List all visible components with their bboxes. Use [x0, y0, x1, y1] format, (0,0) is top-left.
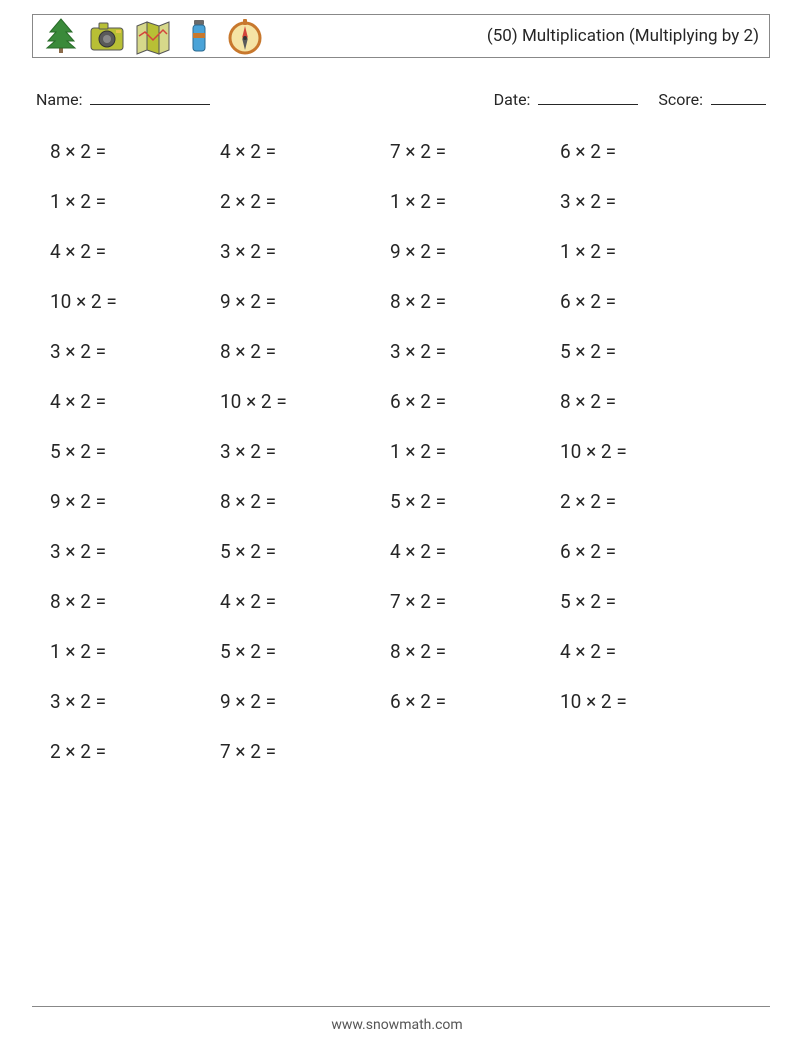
- problems-row: 4 × 2 =10 × 2 =6 × 2 =8 × 2 =: [50, 390, 730, 413]
- map-icon: [133, 16, 173, 56]
- problem-cell: 3 × 2 =: [50, 690, 220, 713]
- problem-cell: 4 × 2 =: [220, 140, 390, 163]
- problems-row: 5 × 2 =3 × 2 =1 × 2 =10 × 2 =: [50, 440, 730, 463]
- worksheet-page: (50) Multiplication (Multiplying by 2) N…: [0, 0, 794, 1053]
- date-label-text: Date:: [494, 90, 531, 109]
- info-line: Name: Date: Score:: [36, 90, 766, 109]
- problem-cell: 6 × 2 =: [560, 540, 730, 563]
- problems-row: 2 × 2 =7 × 2 =: [50, 740, 730, 763]
- problem-cell: 8 × 2 =: [50, 590, 220, 613]
- problems-row: 1 × 2 =5 × 2 =8 × 2 =4 × 2 =: [50, 640, 730, 663]
- problem-cell: 2 × 2 =: [560, 490, 730, 513]
- problem-cell: 5 × 2 =: [50, 440, 220, 463]
- problem-cell: 4 × 2 =: [390, 540, 560, 563]
- tree-icon: [41, 16, 81, 56]
- problems-row: 8 × 2 =4 × 2 =7 × 2 =6 × 2 =: [50, 140, 730, 163]
- problem-cell: 10 × 2 =: [560, 690, 730, 713]
- problem-cell: 4 × 2 =: [50, 240, 220, 263]
- problems-row: 1 × 2 =2 × 2 =1 × 2 =3 × 2 =: [50, 190, 730, 213]
- problem-cell: 6 × 2 =: [390, 390, 560, 413]
- problem-cell: 10 × 2 =: [220, 390, 390, 413]
- problem-cell: 3 × 2 =: [50, 340, 220, 363]
- name-blank[interactable]: [90, 90, 210, 105]
- problem-cell: 5 × 2 =: [560, 590, 730, 613]
- problem-cell: 1 × 2 =: [390, 190, 560, 213]
- problem-cell: 6 × 2 =: [390, 690, 560, 713]
- name-label: Name:: [36, 90, 210, 109]
- problem-cell: 8 × 2 =: [390, 640, 560, 663]
- problem-cell: 6 × 2 =: [560, 140, 730, 163]
- problems-row: 3 × 2 =5 × 2 =4 × 2 =6 × 2 =: [50, 540, 730, 563]
- problem-cell: 3 × 2 =: [50, 540, 220, 563]
- problem-cell: 7 × 2 =: [390, 590, 560, 613]
- problem-cell: 4 × 2 =: [560, 640, 730, 663]
- problem-cell: 5 × 2 =: [220, 540, 390, 563]
- problems-row: 9 × 2 =8 × 2 =5 × 2 =2 × 2 =: [50, 490, 730, 513]
- footer-text: www.snowmath.com: [0, 1017, 794, 1033]
- problems-grid: 8 × 2 =4 × 2 =7 × 2 =6 × 2 =1 × 2 =2 × 2…: [50, 140, 730, 790]
- problem-cell: 9 × 2 =: [220, 690, 390, 713]
- score-blank[interactable]: [711, 90, 766, 105]
- problem-cell: 1 × 2 =: [390, 440, 560, 463]
- problem-cell: [560, 740, 730, 763]
- problem-cell: 3 × 2 =: [220, 240, 390, 263]
- problem-cell: 8 × 2 =: [560, 390, 730, 413]
- problem-cell: 6 × 2 =: [560, 290, 730, 313]
- problem-cell: 9 × 2 =: [220, 290, 390, 313]
- problem-cell: 8 × 2 =: [50, 140, 220, 163]
- problem-cell: 10 × 2 =: [50, 290, 220, 313]
- problem-cell: 2 × 2 =: [220, 190, 390, 213]
- problem-cell: 8 × 2 =: [220, 490, 390, 513]
- problems-row: 3 × 2 =8 × 2 =3 × 2 =5 × 2 =: [50, 340, 730, 363]
- problem-cell: 3 × 2 =: [560, 190, 730, 213]
- problem-cell: 9 × 2 =: [390, 240, 560, 263]
- problem-cell: 5 × 2 =: [220, 640, 390, 663]
- score-label-text: Score:: [658, 90, 703, 109]
- problems-row: 8 × 2 =4 × 2 =7 × 2 =5 × 2 =: [50, 590, 730, 613]
- problem-cell: 1 × 2 =: [50, 190, 220, 213]
- header-icons: [41, 16, 265, 56]
- problem-cell: 1 × 2 =: [50, 640, 220, 663]
- problem-cell: 7 × 2 =: [390, 140, 560, 163]
- problems-row: 10 × 2 =9 × 2 =8 × 2 =6 × 2 =: [50, 290, 730, 313]
- header-box: (50) Multiplication (Multiplying by 2): [32, 14, 770, 58]
- problem-cell: 8 × 2 =: [390, 290, 560, 313]
- name-label-text: Name:: [36, 90, 83, 109]
- page-title: (50) Multiplication (Multiplying by 2): [487, 26, 759, 46]
- date-blank[interactable]: [538, 90, 638, 105]
- problem-cell: 5 × 2 =: [560, 340, 730, 363]
- problem-cell: 3 × 2 =: [220, 440, 390, 463]
- problem-cell: [390, 740, 560, 763]
- problem-cell: 1 × 2 =: [560, 240, 730, 263]
- problem-cell: 7 × 2 =: [220, 740, 390, 763]
- date-field: Date:: [494, 90, 659, 109]
- problems-row: 4 × 2 =3 × 2 =9 × 2 =1 × 2 =: [50, 240, 730, 263]
- problem-cell: 4 × 2 =: [220, 590, 390, 613]
- problem-cell: 10 × 2 =: [560, 440, 730, 463]
- camera-icon: [87, 16, 127, 56]
- footer-rule: [32, 1006, 770, 1007]
- problem-cell: 9 × 2 =: [50, 490, 220, 513]
- score-field: Score:: [658, 90, 766, 109]
- problem-cell: 2 × 2 =: [50, 740, 220, 763]
- problem-cell: 8 × 2 =: [220, 340, 390, 363]
- bottle-icon: [179, 16, 219, 56]
- problem-cell: 5 × 2 =: [390, 490, 560, 513]
- problem-cell: 3 × 2 =: [390, 340, 560, 363]
- compass-icon: [225, 16, 265, 56]
- problem-cell: 4 × 2 =: [50, 390, 220, 413]
- problems-row: 3 × 2 =9 × 2 =6 × 2 =10 × 2 =: [50, 690, 730, 713]
